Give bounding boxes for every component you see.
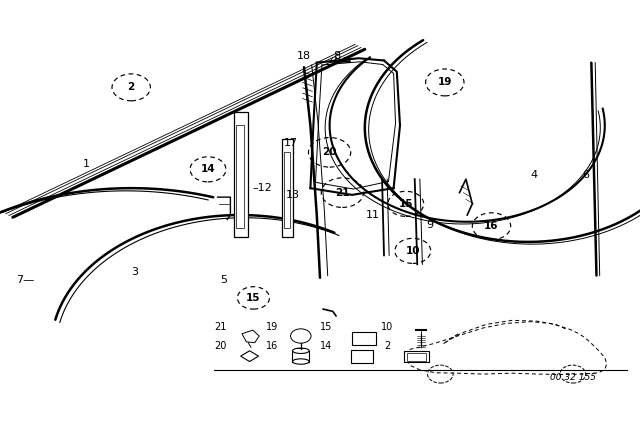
Text: 10: 10 — [406, 246, 420, 256]
Text: 6: 6 — [582, 170, 589, 180]
Text: 14: 14 — [201, 164, 215, 174]
Text: 21: 21 — [214, 322, 227, 332]
Text: 15: 15 — [399, 199, 413, 209]
Text: 2: 2 — [384, 341, 390, 351]
Text: 10: 10 — [381, 322, 394, 332]
Bar — [234, 112, 248, 237]
Bar — [404, 351, 429, 362]
Text: 1: 1 — [83, 159, 90, 168]
Text: 9: 9 — [426, 220, 434, 230]
Polygon shape — [242, 330, 259, 343]
Text: 5: 5 — [221, 275, 227, 285]
Bar — [407, 353, 426, 361]
Text: 14: 14 — [320, 341, 333, 351]
Text: 15: 15 — [320, 322, 333, 332]
Text: 20: 20 — [323, 147, 337, 157]
Text: 2: 2 — [127, 82, 135, 92]
Text: 3: 3 — [131, 267, 138, 277]
Text: 15: 15 — [246, 293, 260, 303]
Text: 11: 11 — [365, 210, 380, 220]
Text: 16: 16 — [484, 221, 499, 231]
Text: 8: 8 — [333, 51, 341, 61]
Bar — [282, 139, 293, 237]
Text: –12: –12 — [253, 183, 273, 193]
Bar — [352, 332, 376, 345]
Bar — [284, 152, 290, 228]
Text: 19: 19 — [266, 322, 278, 332]
Text: 13: 13 — [286, 190, 300, 200]
Text: 16: 16 — [266, 341, 278, 351]
Text: 19: 19 — [438, 78, 452, 87]
Polygon shape — [241, 351, 259, 362]
Bar — [351, 350, 373, 363]
Text: 21: 21 — [335, 188, 349, 198]
Bar — [236, 125, 244, 228]
Text: 4: 4 — [531, 170, 538, 180]
Text: 17: 17 — [284, 138, 298, 148]
Text: 7—: 7— — [16, 275, 35, 285]
Text: 20: 20 — [214, 341, 227, 351]
Text: 18: 18 — [297, 51, 311, 61]
Text: 00 32 155: 00 32 155 — [550, 373, 596, 382]
